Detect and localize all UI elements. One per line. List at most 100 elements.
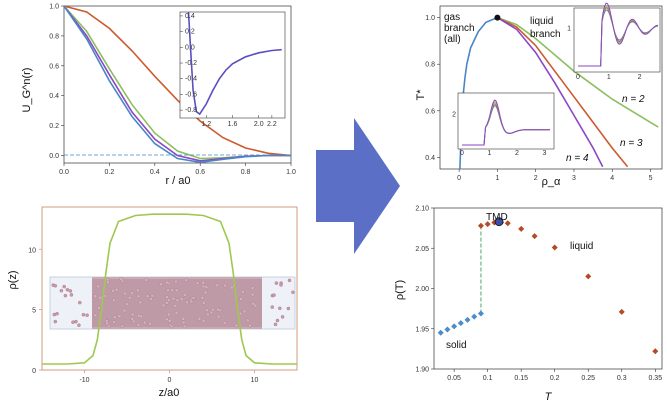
phase-inset-left-x-tick-label: 0 (460, 150, 464, 157)
phase-inset-left-x-tick-label: 3 (543, 150, 547, 157)
tmd-y-tick-label: 2.05 (415, 246, 429, 253)
phase-series-line-2 (496, 16, 604, 168)
phase-xlabel: ρ_α (542, 176, 561, 188)
molecule-dot (136, 294, 141, 299)
molecule-dot (65, 287, 70, 292)
molecule-dot (223, 283, 227, 288)
potential-plot-frame (63, 5, 292, 164)
tmd-points-group (437, 217, 659, 355)
potential-y-tick-label: 1.0 (49, 4, 59, 11)
tmd-point-marker (494, 217, 504, 227)
molecule-dot (165, 280, 169, 285)
phase-inset-right-x-tick-label: 2 (638, 74, 642, 81)
density-profile-chart: -10 0 10 0 5 10 ρ(z) z/a0 (7, 206, 298, 399)
molecule-dot (167, 298, 171, 302)
molecule-dot (68, 289, 73, 293)
molecule-dot (123, 291, 127, 296)
molecule-dot (159, 282, 163, 286)
phase-inset-left-x-tick-label: 1 (488, 150, 492, 157)
molecule-dot (253, 303, 258, 308)
phase-series-group (459, 16, 659, 170)
molecule-dot (222, 321, 227, 325)
potential-x-ticks: 0.0 0.2 0.4 0.6 0.8 1.0 (59, 163, 296, 176)
molecule-dot (167, 319, 172, 323)
potential-y-tick-label: 0.4 (49, 93, 59, 100)
potential-y-tick-label: 0.0 (49, 153, 59, 160)
phase-x-tick-label: 3 (572, 175, 576, 182)
phase-inset-left: 0 1 2 3 2 (452, 99, 550, 157)
molecule-dot (112, 298, 116, 303)
tmd-xlabel: T (545, 391, 553, 403)
liquid-data-point (518, 225, 525, 232)
tmd-x-ticks: 0.05 0.1 0.15 0.2 0.25 0.3 0.35 (447, 369, 662, 382)
molecule-dot (106, 280, 110, 285)
solid-data-point (457, 320, 464, 327)
tmd-y-tick-label: 2.00 (415, 286, 429, 293)
gas-label-3: (all) (444, 34, 461, 45)
tmd-plot-frame (433, 207, 663, 370)
molecule-dot (93, 294, 97, 299)
molecule-dot (204, 285, 209, 289)
potential-x-tick-label: 1.0 (286, 169, 296, 176)
molecule-dot (191, 296, 196, 300)
molecule-dot (93, 313, 98, 318)
molecule-dot (238, 311, 243, 316)
phase-y-ticks: 0.4 0.6 0.8 1.0 (425, 15, 440, 162)
molecule-dot (117, 314, 122, 318)
molecule-dot (174, 279, 178, 284)
solid-region-label: solid (446, 340, 467, 351)
potential-x-tick-label: 0.6 (195, 169, 205, 176)
tmd-y-tick-label: 2.10 (415, 206, 429, 213)
molecule-dot (203, 290, 208, 295)
molecule-dot (173, 304, 178, 308)
molecule-dot (201, 280, 205, 285)
potential-inset-y-tick-label: -0.6 (185, 91, 197, 98)
molecule-dot (234, 323, 239, 328)
molecule-dot (171, 297, 176, 301)
phase-x-tick-label: 2 (534, 175, 538, 182)
liquid-label-1: liquid (530, 16, 553, 27)
tmd-x-tick-label: 0.25 (581, 375, 595, 382)
solid-data-point (464, 316, 471, 323)
molecule-dot (183, 293, 187, 297)
tmd-x-tick-label: 0.05 (447, 375, 461, 382)
potential-y-tick-label: 0.8 (49, 33, 59, 40)
molecule-dot (71, 320, 75, 324)
density-x-tick-label: -10 (79, 377, 89, 384)
molecule-dot (53, 319, 58, 324)
tmd-x-tick-label: 0.35 (648, 375, 662, 382)
molecule-dot (166, 288, 170, 292)
molecule-dot (274, 281, 279, 285)
tmd-chart: 0.05 0.1 0.15 0.2 0.25 0.3 0.35 1.90 1.95 2.00 2.… (394, 206, 663, 403)
phase-y-tick-label: 1.0 (425, 15, 435, 22)
tmd-x-tick-label: 0.15 (514, 375, 528, 382)
molecule-dot (78, 300, 82, 305)
phase-x-tick-label: 1 (495, 175, 499, 182)
molecule-dot (122, 308, 127, 313)
molecule-dot (184, 278, 188, 282)
molecule-dot (287, 278, 292, 283)
solid-data-point (451, 323, 458, 330)
potential-inset-x-tick-label: 1.2 (201, 121, 211, 128)
molecule-dot (201, 284, 206, 289)
molecule-dot (138, 300, 143, 305)
density-x-ticks: -10 0 10 (79, 370, 258, 384)
density-x-tick-label: 0 (168, 377, 172, 384)
molecule-dot (251, 301, 256, 306)
solid-data-point (471, 313, 478, 320)
molecule-dot (200, 296, 205, 300)
molecule-dot (169, 324, 174, 329)
molecule-dot (144, 278, 149, 282)
molecule-dot (280, 315, 285, 319)
phase-x-tick-label: 4 (610, 175, 614, 182)
molecule-dot (107, 324, 111, 329)
molecule-dot (278, 306, 282, 311)
potential-inset-y-tick-label: 0.0 (185, 44, 195, 51)
molecule-dot (241, 289, 245, 294)
molecule-dot (145, 294, 150, 298)
molecule-dot (119, 277, 124, 281)
potential-x-tick-label: 0.0 (59, 169, 69, 176)
n4-label: n = 4 (566, 153, 589, 164)
tmd-y-tick-label: 1.90 (415, 367, 429, 374)
gas-label-2: branch (444, 23, 475, 34)
